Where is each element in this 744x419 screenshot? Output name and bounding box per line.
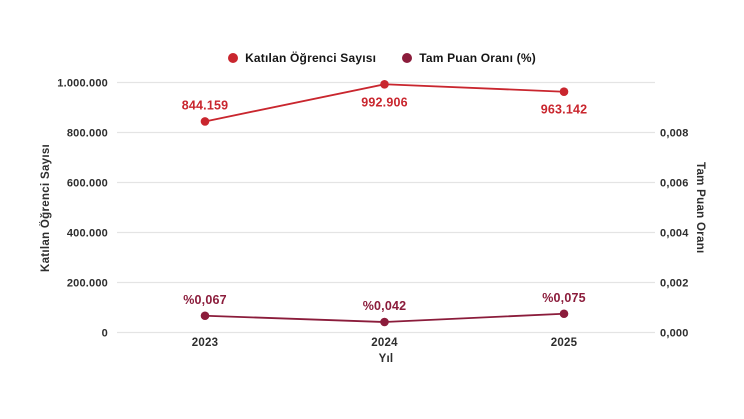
y-axis-left-tick-label: 400.000 <box>67 228 108 240</box>
y-axis-right-tick-label: 0,008 <box>660 128 689 140</box>
y-axis-right-tick-label: 0,004 <box>660 228 689 240</box>
y-axis-left-tick-label: 0 <box>102 328 108 340</box>
data-label: 963.142 <box>541 103 588 117</box>
data-point[interactable] <box>380 79 389 89</box>
legend-item-katilan-ogrenci-sayisi[interactable]: Katılan Öğrenci Sayısı <box>228 51 376 65</box>
y-axis-left-tick-label: 200.000 <box>67 278 108 290</box>
data-point[interactable] <box>559 87 569 97</box>
data-point[interactable] <box>200 117 210 126</box>
y-axis-left-tick-label: 600.000 <box>67 178 108 190</box>
legend-dot-icon <box>228 53 239 63</box>
data-label: %0,075 <box>542 291 586 305</box>
legend-dot-icon <box>402 53 413 63</box>
data-label: %0,067 <box>183 293 227 307</box>
y-axis-left-tick-label: 800.000 <box>67 128 108 140</box>
data-point[interactable] <box>200 311 210 321</box>
data-point[interactable] <box>559 309 569 319</box>
x-axis-tick-label: 2023 <box>192 337 218 349</box>
x-axis-title: Yıl <box>378 353 394 365</box>
legend-item-tam-puan-orani[interactable]: Tam Puan Oranı (%) <box>402 51 536 65</box>
data-label: 992.906 <box>361 95 408 109</box>
legend-label: Tam Puan Oranı (%) <box>419 51 536 65</box>
data-point[interactable] <box>380 317 389 327</box>
data-label: %0,042 <box>363 299 407 313</box>
x-axis-tick-label: 2024 <box>371 337 398 349</box>
x-axis-tick-label: 2025 <box>551 337 578 349</box>
y-axis-right-tick-label: 0,002 <box>660 278 689 290</box>
data-label: 844.159 <box>182 98 229 112</box>
y-axis-right-tick-label: 0,006 <box>660 178 689 190</box>
y-axis-right-tick-label: 0,000 <box>660 328 689 340</box>
y-axis-right-title: Tam Puan Oranı <box>694 162 706 254</box>
chart-legend: Katılan Öğrenci Sayısı Tam Puan Oranı (%… <box>20 49 744 67</box>
legend-label: Katılan Öğrenci Sayısı <box>245 51 377 65</box>
y-axis-left-title: Katılan Öğrenci Sayısı <box>40 143 52 273</box>
y-axis-left-tick-label: 1.000.000 <box>57 78 108 90</box>
